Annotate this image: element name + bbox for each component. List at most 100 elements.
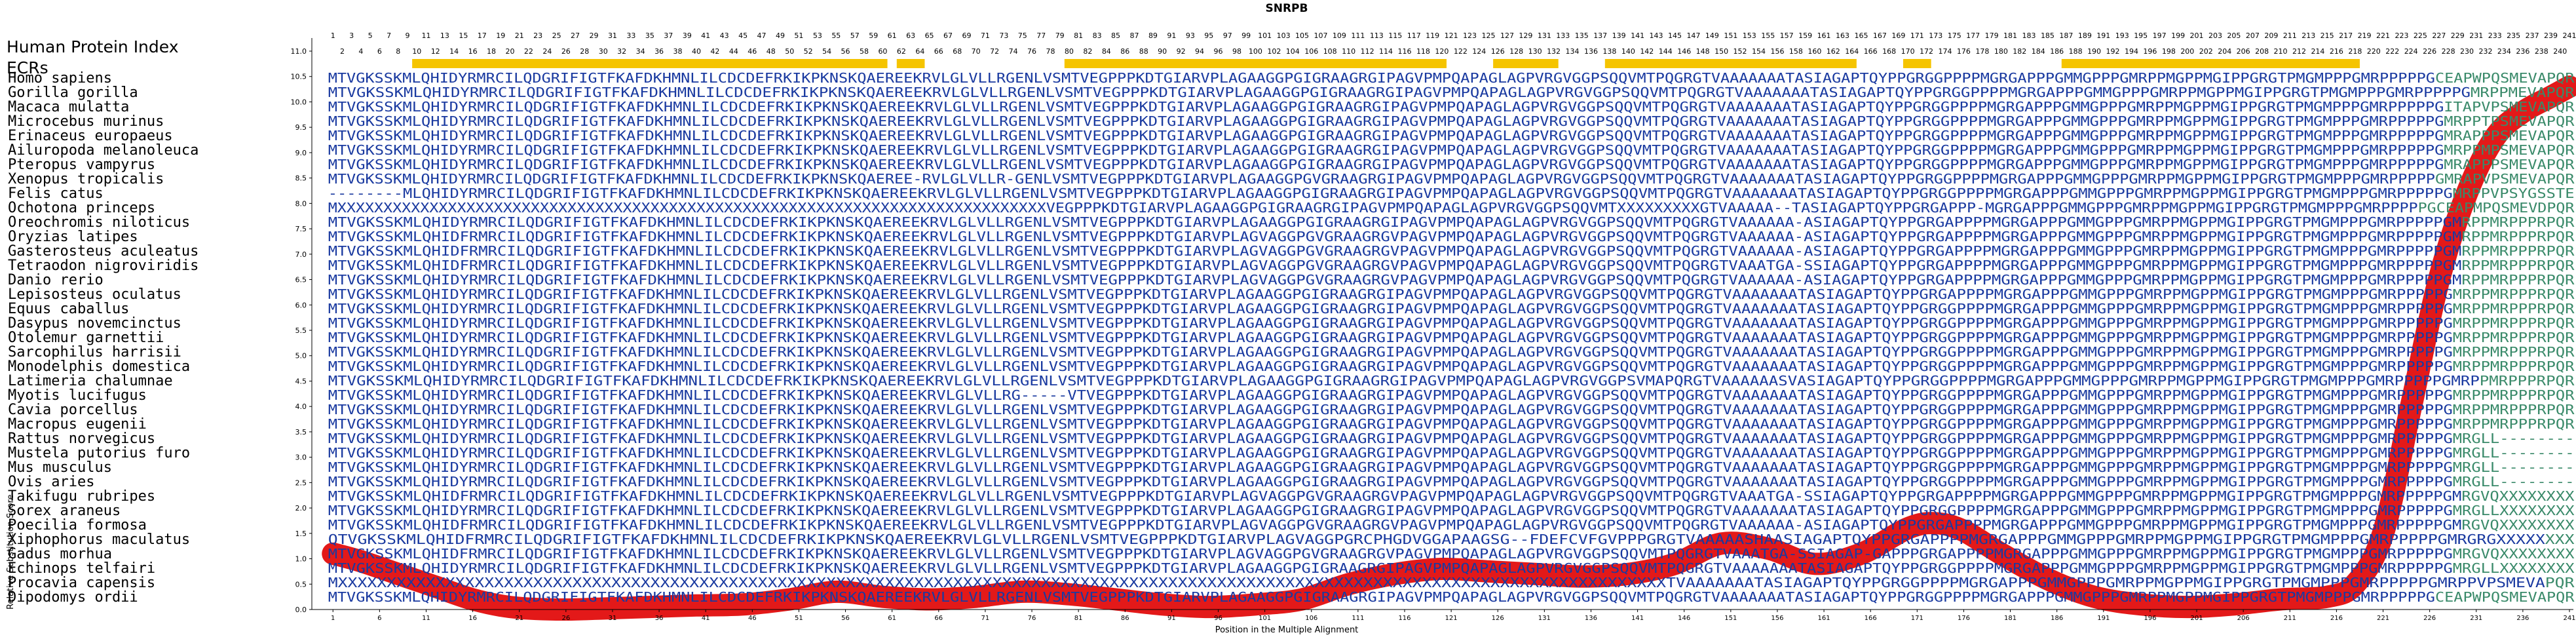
top-position-label: 112 <box>1361 47 1374 56</box>
x-tick-label: 36 <box>655 615 664 622</box>
species-label: Poecilia formosa <box>8 517 147 533</box>
top-position-label: 75 <box>1018 31 1027 40</box>
sequence-text: MTVGKSSKMLQHIDYRMRCILQDGRIFIGTFKAFDKHMNL… <box>328 286 2453 302</box>
sequence-text: MTVGKSSKMLQHIDYRMRCILQDGRIFIGTFKAFDKHMNL… <box>328 344 2453 360</box>
top-position-label: 3 <box>349 31 354 40</box>
sequence-text: MTVGKSSKMLQHIDYRMRCILQDGRIFIGTFKAFDKHMNL… <box>328 315 2453 331</box>
sequence-text: MTVGKSSKMLQHIDYRMRCILQDGRIFIGTFKAFDKHMNL… <box>328 272 2462 288</box>
top-position-label: 25 <box>552 31 561 40</box>
sequence-tail-text: RPPMRPPPRPQR <box>2461 272 2575 288</box>
ecr-bar-layer <box>412 59 2360 68</box>
x-tick-label: 236 <box>2516 615 2529 622</box>
top-position-label: 139 <box>1612 31 1626 40</box>
top-position-label: 213 <box>2301 31 2315 40</box>
top-position-label: 215 <box>2320 31 2334 40</box>
x-tick-label: 86 <box>1121 615 1129 622</box>
y-tick-label: 0.0 <box>295 606 307 614</box>
top-position-label: 50 <box>785 47 794 56</box>
top-position-label: 17 <box>478 31 487 40</box>
top-position-label: 161 <box>1817 31 1831 40</box>
ecr-label: ECRs <box>7 58 48 77</box>
x-tick-label: 206 <box>2237 615 2250 622</box>
top-position-label: 107 <box>1314 31 1327 40</box>
top-position-label: 136 <box>1584 47 1598 56</box>
sequence-tail-text: RPPMRPPPRPQR <box>2461 214 2575 230</box>
top-position-label: 67 <box>943 31 953 40</box>
x-tick-label: 121 <box>1445 615 1458 622</box>
x-tick-label: 91 <box>1167 615 1176 622</box>
y-tick-label: 8.5 <box>295 174 307 183</box>
top-position-label: 233 <box>2488 31 2502 40</box>
species-label: Erinaceus europaeus <box>8 128 173 144</box>
x-tick-label: 221 <box>2377 615 2389 622</box>
top-position-label: 167 <box>1873 31 1887 40</box>
top-position-label: 100 <box>1249 47 1262 56</box>
sequence-tail-text: PMRPPPRPQR <box>2480 373 2575 389</box>
top-position-label: 204 <box>2218 47 2231 56</box>
top-position-label: 222 <box>2385 47 2399 56</box>
top-position-label: 195 <box>2134 31 2148 40</box>
sequence-text: QTVGKSSKMLQHIDFRMRCILQDGRIFIGTFKAFDKHMNL… <box>328 532 2545 547</box>
top-position-label: 33 <box>626 31 635 40</box>
top-position-label: 240 <box>2553 47 2567 56</box>
top-position-label: 15 <box>459 31 468 40</box>
top-position-label: 31 <box>608 31 617 40</box>
top-position-label: 60 <box>878 47 887 56</box>
top-position-label: 115 <box>1388 31 1402 40</box>
top-position-label: 71 <box>981 31 990 40</box>
top-position-label: 217 <box>2339 31 2353 40</box>
top-position-label: 203 <box>2208 31 2222 40</box>
top-position-label: 111 <box>1351 31 1365 40</box>
substitution-curve-layer <box>322 75 2576 621</box>
top-position-label: 54 <box>822 47 831 56</box>
top-position-label: 129 <box>1519 31 1532 40</box>
top-position-label: 205 <box>2227 31 2241 40</box>
top-position-label: 101 <box>1258 31 1272 40</box>
x-tick-label: 106 <box>1305 615 1317 622</box>
sequence-text: MTVGKSSKMLQHIDYRMRCILQDGRIFIGTFKAFDKHMNL… <box>328 171 2435 187</box>
top-position-label: 182 <box>2013 47 2026 56</box>
top-position-label: 90 <box>1158 47 1167 56</box>
sequence-tail-text: ITAPVPSMEVAPQR <box>2444 99 2575 115</box>
top-position-label: 44 <box>729 47 738 56</box>
species-label: Sarcophilus harrisii <box>8 344 181 360</box>
top-position-label: 174 <box>1938 47 1952 56</box>
sequence-text: MTVGKSSKMLQHIDYRMRCILQDGRIFIGTFKAFDKHMNL… <box>328 416 2453 432</box>
top-position-label: 30 <box>599 47 608 56</box>
top-position-label: 80 <box>1065 47 1074 56</box>
top-position-label: 113 <box>1370 31 1384 40</box>
x-tick-label: 46 <box>748 615 757 622</box>
top-position-label: 123 <box>1463 31 1477 40</box>
top-position-label: 241 <box>2563 31 2576 40</box>
top-position-label: 134 <box>1566 47 1580 56</box>
top-position-label: 198 <box>2162 47 2176 56</box>
y-tick-label: 9.0 <box>295 149 307 157</box>
sequence-text: MTVGKSSKMLQHIDYRMRCILQDGRIFIGTFKAFDKHMNL… <box>328 358 2453 374</box>
x-tick-label: 146 <box>1678 615 1690 622</box>
sequence-tail-text: MRPPMRPPPRPQR <box>2453 301 2575 317</box>
top-position-label: 152 <box>1733 47 1747 56</box>
x-tick-label: 216 <box>2330 615 2343 622</box>
top-position-label: 13 <box>440 31 449 40</box>
x-tick-label: 141 <box>1631 615 1644 622</box>
species-label: Macropus eugenii <box>8 416 147 433</box>
x-tick-label: 131 <box>1538 615 1551 622</box>
sequence-text: --------MLQHIDYRMRCILQDGRIFIGTFKAFDKHMNL… <box>328 185 2453 201</box>
top-position-label: 23 <box>533 31 542 40</box>
species-label: Tetraodon nigroviridis <box>8 258 199 274</box>
sequence-tail-text: RGVQXXXXXXXX <box>2461 517 2574 533</box>
top-position-label: 211 <box>2283 31 2297 40</box>
ecr-bar <box>2061 59 2360 68</box>
top-position-label: 143 <box>1650 31 1663 40</box>
top-position-label: 10 <box>412 47 421 56</box>
top-position-label: 2 <box>340 47 345 56</box>
species-label: Latimeria chalumnae <box>8 373 173 389</box>
species-label: Monodelphis domestica <box>8 358 190 375</box>
y-tick-label: 2.0 <box>295 504 307 513</box>
top-position-label: 51 <box>794 31 803 40</box>
sequence-tail-text: MRPPMRPPPRPQR <box>2453 416 2575 432</box>
x-tick-label: 151 <box>1724 615 1737 622</box>
sequence-tail-text: GMRAPVPSMEVAPQR <box>2435 171 2575 187</box>
top-position-label: 223 <box>2395 31 2408 40</box>
